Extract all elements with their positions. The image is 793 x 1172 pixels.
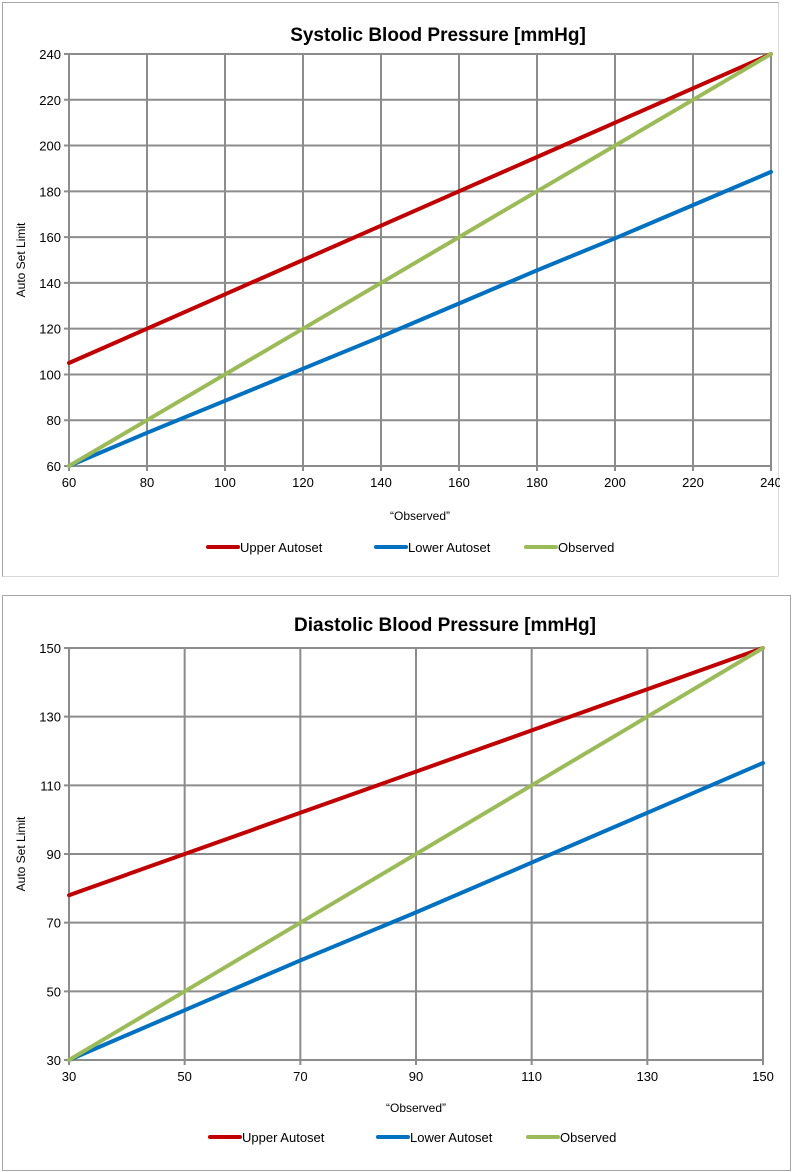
diastolic-chart: Diastolic Blood Pressure [mmHg] 30 50 70 90 1… <box>2 595 791 1171</box>
y-tick-label: 220 <box>39 93 61 108</box>
y-tick-label: 200 <box>39 139 61 154</box>
x-tick-label: 130 <box>636 1069 658 1084</box>
y-tick-label: 100 <box>39 367 61 382</box>
diastolic-series-observed <box>67 646 765 1062</box>
y-tick-label: 150 <box>39 641 61 656</box>
y-tick-label: 60 <box>47 459 61 474</box>
y-tick-label: 90 <box>47 847 61 862</box>
x-tick-label: 160 <box>448 475 470 490</box>
systolic-chart-svg: Systolic Blood Pressure [mmHg] 60 80 100 120… <box>14 25 780 555</box>
x-tick-label: 110 <box>521 1069 542 1084</box>
y-tick-label: 70 <box>47 916 61 931</box>
y-tick-label: 160 <box>39 230 61 245</box>
y-axis-label: Auto Set Limit <box>14 222 28 297</box>
x-tick-label: 150 <box>752 1069 774 1084</box>
y-tick-label: 110 <box>40 778 61 793</box>
legend-label-observed: Observed <box>560 1130 616 1145</box>
x-tick-label: 80 <box>140 475 154 490</box>
legend-label-upper-autoset: Upper Autoset <box>240 540 323 555</box>
chart-title: Diastolic Blood Pressure [mmHg] <box>294 615 596 636</box>
y-tick-label: 120 <box>39 322 61 337</box>
legend-label-observed: Observed <box>558 540 614 555</box>
x-tick-label: 120 <box>292 475 314 490</box>
systolic-series-observed <box>67 52 773 468</box>
x-tick-label: 100 <box>214 475 236 490</box>
x-axis-label: “Observed” <box>386 1101 446 1115</box>
x-tick-label: 140 <box>370 475 392 490</box>
x-tick-label: 240 <box>760 475 780 490</box>
chart-title: Systolic Blood Pressure [mmHg] <box>290 25 586 46</box>
x-tick-label: 60 <box>62 475 76 490</box>
systolic-series-upper-autoset <box>67 52 773 365</box>
x-tick-label: 90 <box>409 1069 423 1084</box>
x-tick-label: 220 <box>682 475 704 490</box>
legend-label-lower-autoset: Lower Autoset <box>408 540 491 555</box>
y-tick-label: 140 <box>39 276 61 291</box>
legend-label-upper-autoset: Upper Autoset <box>242 1130 325 1145</box>
x-tick-label: 180 <box>526 475 548 490</box>
y-tick-label: 80 <box>47 413 61 428</box>
diastolic-series-lower-autoset <box>67 761 765 1062</box>
systolic-chart: Systolic Blood Pressure [mmHg] 60 80 100 120… <box>2 2 780 577</box>
x-tick-label: 50 <box>177 1069 191 1084</box>
x-axis-label: “Observed” <box>390 509 450 523</box>
y-tick-label: 30 <box>47 1053 61 1068</box>
y-tick-label: 130 <box>39 710 61 725</box>
y-tick-label: 180 <box>39 184 61 199</box>
y-tick-label: 240 <box>39 47 61 62</box>
diastolic-series-upper-autoset <box>67 646 765 898</box>
x-tick-label: 200 <box>604 475 626 490</box>
y-tick-label: 50 <box>47 984 61 999</box>
systolic-series-lower-autoset <box>67 169 773 468</box>
y-axis-label: Auto Set Limit <box>14 816 28 891</box>
x-tick-label: 30 <box>62 1069 76 1084</box>
diastolic-chart-svg: Diastolic Blood Pressure [mmHg] 30 50 70 90 1… <box>14 615 774 1145</box>
x-tick-label: 70 <box>293 1069 307 1084</box>
legend-label-lower-autoset: Lower Autoset <box>410 1130 493 1145</box>
